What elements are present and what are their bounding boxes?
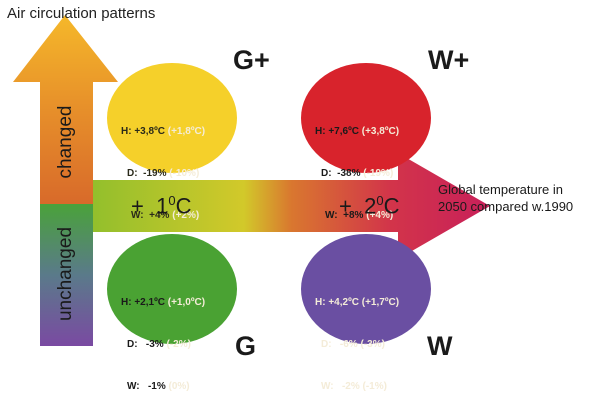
row-key: H: bbox=[315, 297, 326, 308]
row-key: H: bbox=[121, 126, 132, 137]
row-value: +8% bbox=[343, 210, 364, 221]
row-delta: (-1%) bbox=[362, 381, 387, 392]
row-value: -19% bbox=[143, 168, 167, 179]
row-value: +2,1ºC bbox=[134, 297, 165, 308]
row-delta: (-2%) bbox=[166, 339, 191, 350]
row-value: +4,2ºC bbox=[328, 297, 359, 308]
changed-arrow bbox=[13, 15, 118, 204]
value-row: H: +3,8ºC (+1,8ºC) bbox=[119, 125, 205, 139]
temp-prefix: + bbox=[131, 193, 144, 219]
row-key: W: bbox=[321, 381, 334, 392]
temp-prefix: + bbox=[339, 193, 352, 219]
row-key: H: bbox=[121, 297, 132, 308]
temp-degree: 0 bbox=[168, 193, 176, 208]
row-value: -38% bbox=[337, 168, 361, 179]
axis-label-changed: changed bbox=[55, 105, 76, 179]
ellipse-w bbox=[301, 234, 431, 344]
temp-label-1deg: + 10C bbox=[131, 193, 191, 219]
temp-value: 2 bbox=[364, 193, 377, 219]
row-value: -1% bbox=[147, 381, 166, 392]
axis-label-unchanged: unchanged bbox=[55, 226, 76, 322]
row-value: -6% bbox=[339, 339, 358, 350]
temperature-arrow bbox=[93, 153, 490, 259]
row-value: +3,8ºC bbox=[134, 126, 165, 137]
value-row: W: -1% (0%) bbox=[119, 380, 205, 394]
values-w-plus: H: +7,6ºC (+3,8ºC) D: -38% (-19%) W: +8%… bbox=[313, 97, 399, 237]
row-delta: (0%) bbox=[168, 381, 190, 392]
value-row: D: -3% (-2%) bbox=[119, 338, 205, 352]
value-row: H: +4,2ºC (+1,7ºC) bbox=[313, 296, 399, 310]
temp-unit: C bbox=[383, 193, 400, 219]
scenario-name-g: G bbox=[235, 331, 257, 361]
scenario-name-w-plus: W+ bbox=[428, 45, 470, 75]
global-caption-line-2: 2050 compared w.1990 bbox=[438, 199, 574, 214]
scenario-name-g-plus: G+ bbox=[233, 45, 270, 75]
row-value: -2% bbox=[341, 381, 360, 392]
row-value: +7,6ºC bbox=[328, 126, 359, 137]
row-key: W: bbox=[131, 210, 144, 221]
ellipse-g-plus bbox=[107, 63, 237, 173]
temp-unit: C bbox=[175, 193, 192, 219]
row-key: H: bbox=[315, 126, 326, 137]
temp-degree: 0 bbox=[376, 193, 384, 208]
value-row: W: +4% (+2%) bbox=[119, 209, 205, 223]
ellipse-w-plus bbox=[301, 63, 431, 173]
value-row: D: -6% (-3%) bbox=[313, 338, 399, 352]
values-g-plus: H: +3,8ºC (+1,8ºC) D: -19% (-10%) W: +4%… bbox=[119, 97, 205, 237]
temp-value: 1 bbox=[156, 193, 169, 219]
row-delta: (-10%) bbox=[169, 168, 200, 179]
value-row: H: +2,1ºC (+1,0ºC) bbox=[119, 296, 205, 310]
row-delta: (+1,7ºC) bbox=[361, 297, 400, 308]
row-value: +4% bbox=[149, 210, 170, 221]
scenario-name-w: W bbox=[427, 331, 453, 361]
row-delta: (-19%) bbox=[363, 168, 394, 179]
row-delta: (-3%) bbox=[360, 339, 385, 350]
row-key: W: bbox=[127, 381, 140, 392]
row-delta: (+1,8ºC) bbox=[167, 126, 206, 137]
values-g: H: +2,1ºC (+1,0ºC) D: -3% (-2%) W: -1% (… bbox=[119, 268, 205, 408]
temp-label-2deg: + 20C bbox=[339, 193, 399, 219]
row-delta: (+3,8ºC) bbox=[361, 126, 400, 137]
row-key: D: bbox=[321, 168, 332, 179]
row-key: D: bbox=[127, 168, 138, 179]
row-key: D: bbox=[127, 339, 138, 350]
scenario-diagram bbox=[13, 15, 490, 346]
row-value: -3% bbox=[145, 339, 164, 350]
global-caption-line-1: Global temperature in bbox=[438, 182, 564, 197]
global-temperature-caption: Global temperature in 2050 compared w.19… bbox=[438, 181, 573, 215]
row-key: W: bbox=[325, 210, 338, 221]
value-row: W: +8% (+4%) bbox=[313, 209, 399, 223]
ellipse-g bbox=[107, 234, 237, 344]
value-row: H: +7,6ºC (+3,8ºC) bbox=[313, 125, 399, 139]
row-key: D: bbox=[321, 339, 332, 350]
diagram-title: Air circulation patterns bbox=[7, 5, 156, 22]
row-delta: (+1,0ºC) bbox=[167, 297, 206, 308]
unchanged-bar bbox=[40, 204, 93, 346]
row-delta: (+4%) bbox=[366, 210, 394, 221]
value-row: D: -19% (-10%) bbox=[119, 167, 205, 181]
value-row: D: -38% (-19%) bbox=[313, 167, 399, 181]
values-w: H: +4,2ºC (+1,7ºC) D: -6% (-3%) W: -2% (… bbox=[313, 268, 399, 408]
row-delta: (+2%) bbox=[172, 210, 200, 221]
value-row: W: -2% (-1%) bbox=[313, 380, 399, 394]
